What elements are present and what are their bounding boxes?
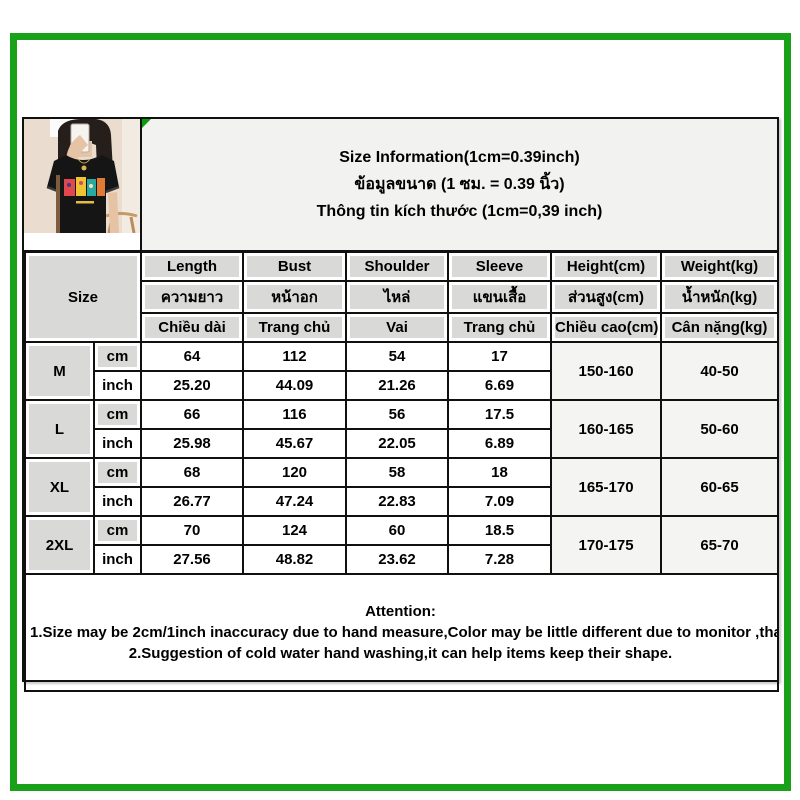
cell-2xl-shoulder-cm: 60 [345, 515, 450, 546]
cell-l-height: 160-165 [550, 399, 663, 459]
unit-inch: inch [92, 428, 143, 459]
row-xl-cm: XL cm 68 120 58 18 165-170 60-65 [24, 457, 780, 517]
cell-l-sleeve-inch: 6.89 [447, 428, 553, 459]
row-l-cm: L cm 66 116 56 17.5 160-165 50-60 [24, 399, 780, 459]
unit-cm: cm [92, 457, 143, 488]
cell-l-length-inch: 25.98 [140, 428, 245, 459]
size-label-xl: XL [24, 457, 95, 517]
col-header-sleeve-en: Sleeve [447, 251, 553, 282]
row-m-inch: inch 25.20 44.09 21.26 6.69 [25, 370, 778, 401]
col-header-length-en: Length [140, 251, 245, 282]
cell-2xl-shoulder-inch: 23.62 [345, 544, 450, 575]
cell-l-sleeve-cm: 17.5 [447, 399, 553, 430]
size-label-m: M [24, 341, 95, 401]
row-xl-inch: inch 26.77 47.24 22.83 7.09 [25, 486, 778, 517]
unit-inch: inch [92, 370, 143, 401]
cell-m-bust-inch: 44.09 [242, 370, 348, 401]
col-header-weight-vi: Cân nặng(kg) [660, 312, 780, 343]
title-vietnamese: Thông tin kích thước (1cm=0,39 inch) [316, 202, 603, 220]
row-2xl-cm: 2XL cm 70 124 60 18.5 170-175 65-70 [24, 515, 780, 575]
size-label-2xl: 2XL [24, 515, 95, 575]
size-label-l: L [24, 399, 95, 459]
row-2xl-inch: inch 27.56 48.82 23.62 7.28 [25, 544, 778, 575]
cell-l-weight: 50-60 [660, 399, 780, 459]
top-section: csu [24, 119, 777, 251]
col-header-length-vi: Chiều dài [140, 312, 245, 343]
attention-note: Attention: 1.Size may be 2cm/1inch inacc… [23, 573, 780, 692]
cell-m-height: 150-160 [550, 341, 663, 401]
cell-m-length-inch: 25.20 [140, 370, 245, 401]
cell-xl-shoulder-inch: 22.83 [345, 486, 450, 517]
cell-m-weight: 40-50 [660, 341, 780, 401]
cell-l-length-cm: 66 [140, 399, 245, 430]
cell-l-shoulder-cm: 56 [345, 399, 450, 430]
col-header-shoulder-th: ไหล่ [345, 280, 450, 314]
unit-cm: cm [92, 515, 143, 546]
col-header-weight-en: Weight(kg) [660, 251, 780, 282]
row-m-cm: M cm 64 112 54 17 150-160 40-50 [24, 341, 780, 401]
cell-2xl-sleeve-cm: 18.5 [447, 515, 553, 546]
header-row-english: Size Length Bust Shoulder Sleeve Height(… [23, 251, 780, 343]
attention-line-1: 1.Size may be 2cm/1inch inaccuracy due t… [30, 623, 776, 641]
cell-2xl-sleeve-inch: 7.28 [447, 544, 553, 575]
header-row-thai: ความยาว หน้าอก ไหล่ แขนเสื้อ ส่วนสูง(cm)… [25, 280, 780, 314]
size-header-cell: Size [23, 251, 143, 343]
title-box: Size Information(1cm=0.39inch) ข้อมูลขนา… [142, 119, 777, 250]
cell-2xl-bust-inch: 48.82 [242, 544, 348, 575]
cell-m-sleeve-inch: 6.69 [447, 370, 553, 401]
header-row-vietnamese: Chiều dài Trang chủ Vai Trang chủ Chiều … [25, 312, 780, 343]
cell-xl-length-cm: 68 [140, 457, 245, 488]
col-header-length-th: ความยาว [140, 280, 245, 314]
cell-xl-sleeve-inch: 7.09 [447, 486, 553, 517]
cell-l-shoulder-inch: 22.05 [345, 428, 450, 459]
col-header-shoulder-en: Shoulder [345, 251, 450, 282]
cell-m-shoulder-inch: 21.26 [345, 370, 450, 401]
col-header-bust-th: หน้าอก [242, 280, 348, 314]
col-header-sleeve-th: แขนเสื้อ [447, 280, 553, 314]
unit-cm: cm [92, 399, 143, 430]
cell-xl-shoulder-cm: 58 [345, 457, 450, 488]
col-header-bust-vi: Trang chủ [242, 312, 348, 343]
cell-xl-sleeve-cm: 18 [447, 457, 553, 488]
content-box: csu [22, 117, 780, 692]
cell-l-bust-cm: 116 [242, 399, 348, 430]
product-photo: csu [24, 119, 142, 250]
col-header-height-en: Height(cm) [550, 251, 663, 282]
unit-inch: inch [92, 544, 143, 575]
green-corner-icon [142, 119, 151, 128]
title-thai: ข้อมูลขนาด (1 ซม. = 0.39 นิ้ว) [354, 175, 565, 193]
col-header-height-vi: Chiều cao(cm) [550, 312, 663, 343]
cell-2xl-weight: 65-70 [660, 515, 780, 575]
title-english: Size Information(1cm=0.39inch) [339, 148, 580, 166]
cell-m-sleeve-cm: 17 [447, 341, 553, 372]
col-header-weight-th: น้ำหนัก(kg) [660, 280, 780, 314]
cell-2xl-height: 170-175 [550, 515, 663, 575]
cell-xl-length-inch: 26.77 [140, 486, 245, 517]
attention-title: Attention: [365, 602, 436, 620]
col-header-sleeve-vi: Trang chủ [447, 312, 553, 343]
col-header-bust-en: Bust [242, 251, 348, 282]
unit-inch: inch [92, 486, 143, 517]
cell-2xl-bust-cm: 124 [242, 515, 348, 546]
cell-xl-weight: 60-65 [660, 457, 780, 517]
cell-2xl-length-inch: 27.56 [140, 544, 245, 575]
size-table: Size Length Bust Shoulder Sleeve Height(… [23, 251, 780, 692]
row-l-inch: inch 25.98 45.67 22.05 6.89 [25, 428, 778, 459]
cell-xl-height: 165-170 [550, 457, 663, 517]
unit-cm: cm [92, 341, 143, 372]
tshirt-model-photo: csu [24, 119, 140, 250]
col-header-height-th: ส่วนสูง(cm) [550, 280, 663, 314]
col-header-shoulder-vi: Vai [345, 312, 450, 343]
attention-line-2: 2.Suggestion of cold water hand washing,… [128, 645, 673, 663]
cell-xl-bust-cm: 120 [242, 457, 348, 488]
cell-l-bust-inch: 45.67 [242, 428, 348, 459]
cell-xl-bust-inch: 47.24 [242, 486, 348, 517]
cell-2xl-length-cm: 70 [140, 515, 245, 546]
cell-m-bust-cm: 112 [242, 341, 348, 372]
cell-m-length-cm: 64 [140, 341, 245, 372]
attention-row: Attention: 1.Size may be 2cm/1inch inacc… [23, 573, 780, 692]
cell-m-shoulder-cm: 54 [345, 341, 450, 372]
